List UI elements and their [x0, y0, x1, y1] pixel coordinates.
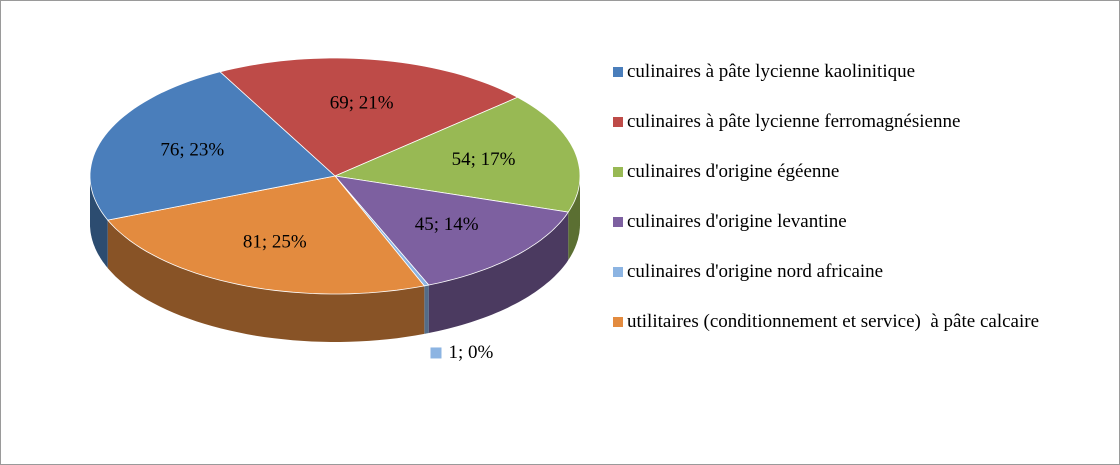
- slice-side: [568, 176, 580, 261]
- legend-swatch: [613, 267, 623, 277]
- legend-swatch: [613, 167, 623, 177]
- legend-label: culinaires d'origine égéenne: [627, 161, 840, 182]
- legend-item: culinaires à pâte lycienne ferromagnésie…: [613, 110, 1083, 134]
- legend-item: culinaires à pâte lycienne kaolinitique: [613, 60, 1083, 84]
- legend-swatch: [613, 317, 623, 327]
- legend-swatch: [613, 217, 623, 227]
- legend-item: utilitaires (conditionnement et service)…: [613, 310, 1083, 334]
- slice: [219, 57, 519, 177]
- legend-label: culinaires d'origine nord africaine: [627, 261, 884, 282]
- slice: [333, 96, 581, 213]
- legend-label: culinaires à pâte lycienne ferromagnésie…: [627, 111, 961, 132]
- slice: [333, 175, 569, 286]
- legend-label: utilitaires (conditionnement et service)…: [627, 311, 1039, 332]
- legend-swatch: [613, 117, 623, 127]
- data-label: 76; 23%: [160, 139, 224, 160]
- slice-side: [428, 212, 569, 333]
- data-label: 81; 25%: [243, 232, 307, 253]
- data-label: 69; 21%: [330, 92, 394, 113]
- slice: [334, 175, 430, 287]
- slice: [89, 71, 336, 221]
- slice-side: [424, 285, 429, 334]
- legend-swatch: [613, 67, 623, 77]
- legend-item: culinaires d'origine égéenne: [613, 160, 1083, 184]
- slice: [106, 175, 426, 295]
- data-label: 1; 0%: [448, 342, 493, 363]
- label-swatch: [430, 347, 442, 359]
- legend-label: culinaires à pâte lycienne kaolinitique: [627, 61, 916, 82]
- legend-item: culinaires d'origine nord africaine: [613, 260, 1083, 284]
- data-label: 45; 14%: [415, 214, 479, 235]
- legend-item: culinaires d'origine levantine: [613, 210, 1083, 234]
- data-label: 54; 17%: [452, 149, 516, 170]
- slice-side: [107, 220, 425, 342]
- legend-label: culinaires d'origine levantine: [627, 211, 847, 232]
